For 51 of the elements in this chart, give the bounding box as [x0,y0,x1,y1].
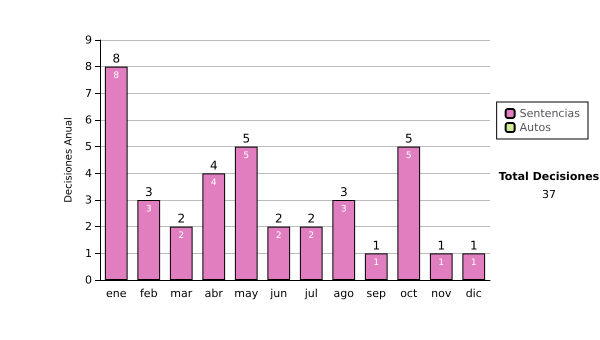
total-label: 2 [274,212,283,226]
y-tick-label: 9 [85,34,92,46]
x-tick-label: feb [140,287,158,300]
legend-label: Autos [520,121,552,134]
y-tick-label: 1 [85,246,92,260]
y-tick-label: 4 [85,166,92,180]
data-label: 1 [373,258,380,268]
y-tick-label: 3 [85,194,92,206]
data-label: 2 [178,231,184,242]
total-label: 5 [242,132,250,146]
text: Total Decisiones [498,170,600,183]
x-tick-label: may [234,287,259,300]
data-label: 5 [243,151,250,162]
x-tick-label: jul [304,287,318,300]
y-tick-label: 7 [85,86,92,100]
legend-label: Sentencias [520,107,580,120]
total-label: 2 [307,212,316,226]
y-axis-title: Decisiones Anual [64,117,75,203]
x-tick-label: abr [204,287,224,300]
total-label: 4 [210,158,218,172]
total-label: 2 [177,212,186,226]
total-label: 1 [470,238,478,252]
x-tick-label: ene [106,287,127,300]
x-tick-label: sep [366,287,386,300]
data-label: 4 [210,178,217,188]
x-tick-label: jun [269,287,288,300]
x-tick-label: dic [466,287,482,300]
data-label: 8 [113,71,120,82]
data-label: 3 [340,204,347,214]
total-label: 3 [340,185,348,199]
y-tick-label: 8 [85,60,92,74]
total-label: 1 [437,238,446,252]
y-tick-label: 2 [85,220,92,234]
x-tick-label: oct [400,287,418,300]
data-label: 5 [406,151,412,162]
data-label: 2 [276,231,282,242]
x-tick-label: nov [431,287,452,300]
data-label: 1 [438,258,444,268]
y-tick-label: 5 [85,140,92,154]
y-tick-label: 0 [85,274,92,286]
x-tick-label: mar [170,287,193,300]
text: 37 [541,188,557,201]
total-label: 1 [372,238,380,252]
data-label: 3 [146,204,152,214]
total-label: 5 [404,132,413,146]
y-tick-label: 6 [85,114,92,126]
total-label: 8 [112,52,120,66]
data-label: 2 [308,231,314,242]
total-label: 3 [144,185,153,199]
data-label: 1 [470,258,477,268]
x-tick-label: ago [334,287,354,300]
